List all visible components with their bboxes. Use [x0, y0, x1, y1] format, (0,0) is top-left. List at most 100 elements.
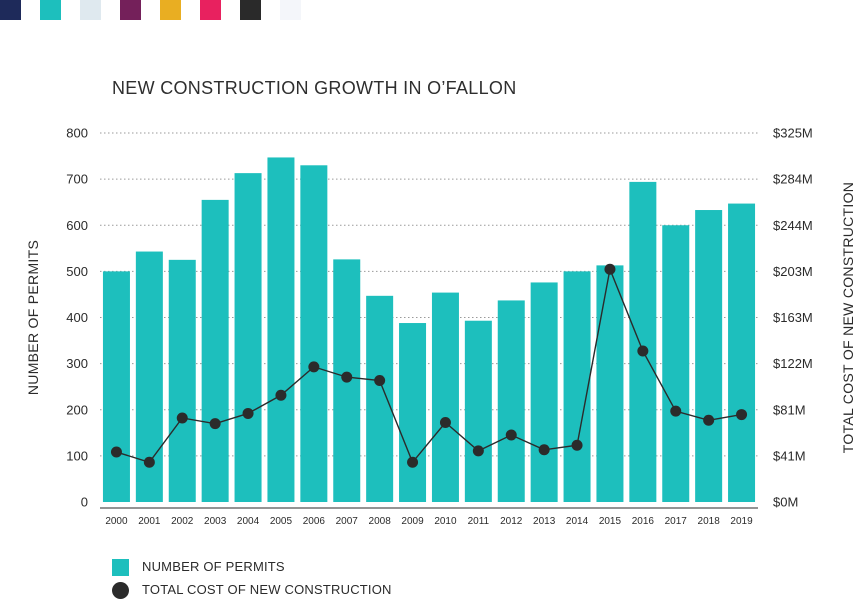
- cost-point: [571, 439, 583, 451]
- y2-tick-label: $203M: [773, 264, 813, 279]
- bar: [267, 157, 295, 503]
- bar: [563, 271, 591, 502]
- bar: [497, 300, 525, 502]
- chart-title: NEW CONSTRUCTION GROWTH IN O’FALLON: [112, 78, 517, 98]
- bar: [530, 282, 558, 502]
- bar: [201, 199, 229, 502]
- cost-point: [110, 446, 122, 458]
- bar: [695, 210, 723, 502]
- bar: [366, 295, 394, 502]
- bar: [102, 271, 130, 502]
- bar: [168, 259, 196, 502]
- bar: [728, 203, 756, 503]
- bar: [662, 225, 690, 502]
- y2-tick-label: $0M: [773, 495, 798, 510]
- gridlines: [100, 132, 758, 457]
- cost-point: [736, 409, 748, 421]
- y-tick-label: 100: [66, 448, 88, 463]
- cost-point: [242, 407, 254, 419]
- x-tick-label: 2010: [434, 516, 457, 527]
- y-right-ticks: $0M $41M $81M $122M $163M $203M $244M $284M $325…: [773, 126, 813, 510]
- x-tick-label: 2012: [500, 516, 523, 527]
- cost-point: [308, 361, 320, 373]
- x-tick-label: 2000: [105, 516, 128, 527]
- cost-point: [505, 429, 517, 441]
- legend-label-permits: NUMBER OF PERMITS: [142, 559, 285, 574]
- x-tick-label: 2019: [730, 516, 753, 527]
- cost-point: [670, 405, 682, 417]
- y2-tick-label: $325M: [773, 126, 813, 141]
- color-swatch: [80, 0, 101, 20]
- bar: [234, 173, 262, 502]
- color-swatch: [280, 0, 301, 20]
- x-tick-label: 2017: [665, 516, 688, 527]
- x-tick-label: 2013: [533, 516, 556, 527]
- bar: [464, 320, 492, 502]
- y-tick-label: 600: [66, 218, 88, 233]
- x-tick-label: 2007: [336, 516, 359, 527]
- y-tick-label: 200: [66, 402, 88, 417]
- x-tick-label: 2011: [468, 516, 490, 527]
- x-tick-label: 2001: [138, 516, 161, 527]
- bars: [102, 157, 756, 503]
- cost-point: [374, 375, 386, 387]
- cost-point: [407, 456, 419, 468]
- cost-points: [110, 263, 748, 468]
- cost-point: [275, 389, 287, 401]
- y-left-ticks: 0 100 200 300 400 500 600 700 800: [66, 126, 88, 510]
- x-tick-label: 2006: [303, 516, 326, 527]
- color-swatch: [160, 0, 181, 20]
- y2-axis-title: TOTAL COST OF NEW CONSTRUCTION: [840, 182, 856, 453]
- y-tick-label: 800: [66, 126, 88, 141]
- color-swatch: [120, 0, 141, 20]
- x-tick-label: 2003: [204, 516, 227, 527]
- cost-point: [472, 445, 484, 457]
- y2-tick-label: $284M: [773, 172, 813, 187]
- cost-point: [176, 412, 188, 424]
- bar: [629, 181, 657, 502]
- cost-point: [143, 456, 155, 468]
- color-swatch: [200, 0, 221, 20]
- cost-point: [703, 414, 715, 426]
- bar: [399, 323, 427, 502]
- y2-tick-label: $163M: [773, 310, 813, 325]
- x-tick-label: 2015: [599, 516, 622, 527]
- x-tick-label: 2008: [369, 516, 392, 527]
- legend-label-cost: TOTAL COST OF NEW CONSTRUCTION: [142, 582, 392, 597]
- x-tick-label: 2004: [237, 516, 260, 527]
- cost-point: [209, 418, 221, 430]
- y-tick-label: 0: [81, 495, 88, 510]
- x-tick-label: 2005: [270, 516, 293, 527]
- x-tick-label: 2009: [401, 516, 424, 527]
- y-tick-label: 500: [66, 264, 88, 279]
- color-swatch: [240, 0, 261, 20]
- bar: [596, 265, 624, 502]
- bar: [431, 292, 459, 502]
- y2-tick-label: $41M: [773, 448, 806, 463]
- cost-line: [116, 266, 742, 464]
- y-tick-label: 300: [66, 356, 88, 371]
- cost-point: [604, 263, 616, 275]
- x-ticks: 2000 2001 2002 2003 2004 2005 2006 2007 2008 2009…: [105, 516, 753, 527]
- y2-tick-label: $81M: [773, 402, 806, 417]
- x-tick-label: 2014: [566, 516, 589, 527]
- cost-point: [439, 417, 451, 429]
- color-swatch: [40, 0, 61, 20]
- x-tick-label: 2018: [698, 516, 721, 527]
- y2-tick-label: $244M: [773, 218, 813, 233]
- cost-point: [538, 444, 550, 456]
- legend-bar-swatch: [112, 559, 129, 576]
- x-tick-label: 2016: [632, 516, 655, 527]
- y-tick-label: 700: [66, 172, 88, 187]
- x-tick-label: 2002: [171, 516, 194, 527]
- cost-point: [341, 371, 353, 383]
- y-axis-title: NUMBER OF PERMITS: [25, 240, 41, 395]
- legend-dot-swatch: [112, 582, 129, 599]
- y2-tick-label: $122M: [773, 356, 813, 371]
- y-tick-label: 400: [66, 310, 88, 325]
- cost-point: [637, 345, 649, 357]
- cost-series-line: [116, 266, 742, 464]
- bar: [300, 165, 328, 502]
- color-swatch: [0, 0, 21, 20]
